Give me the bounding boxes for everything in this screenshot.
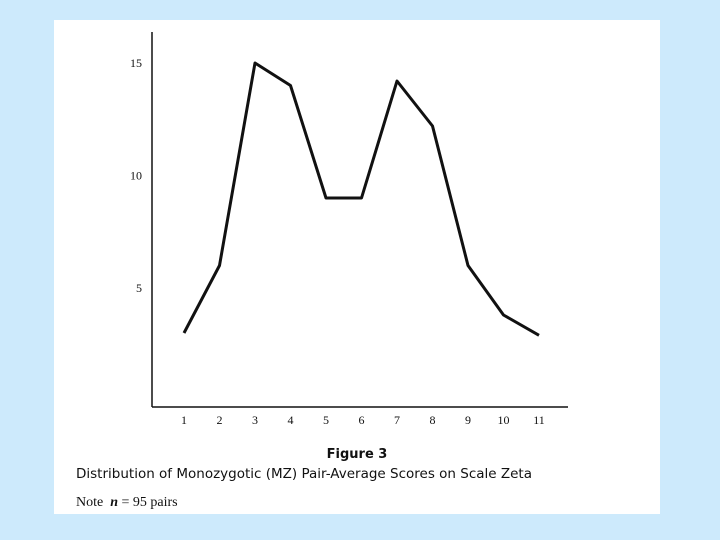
note-prefix: Note [76, 495, 104, 510]
line-chart: 5 10 15 1 2 3 4 5 6 7 8 9 10 11 [130, 32, 568, 427]
note-variable: n [110, 495, 119, 510]
y-tick-label: 15 [130, 56, 142, 70]
x-tick-label: 5 [323, 413, 329, 427]
x-tick-label: 10 [498, 413, 510, 427]
y-tick-label: 5 [136, 281, 142, 295]
x-tick-label: 2 [217, 413, 223, 427]
x-tick-label: 1 [181, 413, 187, 427]
figure-title: Figure 3 [326, 447, 388, 462]
x-tick-label: 8 [430, 413, 436, 427]
x-ticks: 1 2 3 4 5 6 7 8 9 10 11 [181, 413, 545, 427]
figure-note: Note n = 95 pairs [76, 495, 178, 511]
x-tick-label: 11 [533, 413, 545, 427]
figure-page: 5 10 15 1 2 3 4 5 6 7 8 9 10 11 Figure 3 Distributio… [54, 20, 660, 514]
y-ticks: 5 10 15 [130, 56, 142, 295]
x-tick-label: 9 [465, 413, 471, 427]
note-rest: = 95 pairs [121, 495, 178, 510]
y-tick-label: 10 [130, 169, 142, 183]
x-tick-label: 3 [252, 413, 258, 427]
series-line [182, 61, 540, 337]
x-tick-label: 6 [359, 413, 365, 427]
x-tick-label: 7 [394, 413, 400, 427]
x-tick-label: 4 [288, 413, 294, 427]
figure-subtitle: Distribution of Monozygotic (MZ) Pair-Av… [76, 466, 532, 482]
